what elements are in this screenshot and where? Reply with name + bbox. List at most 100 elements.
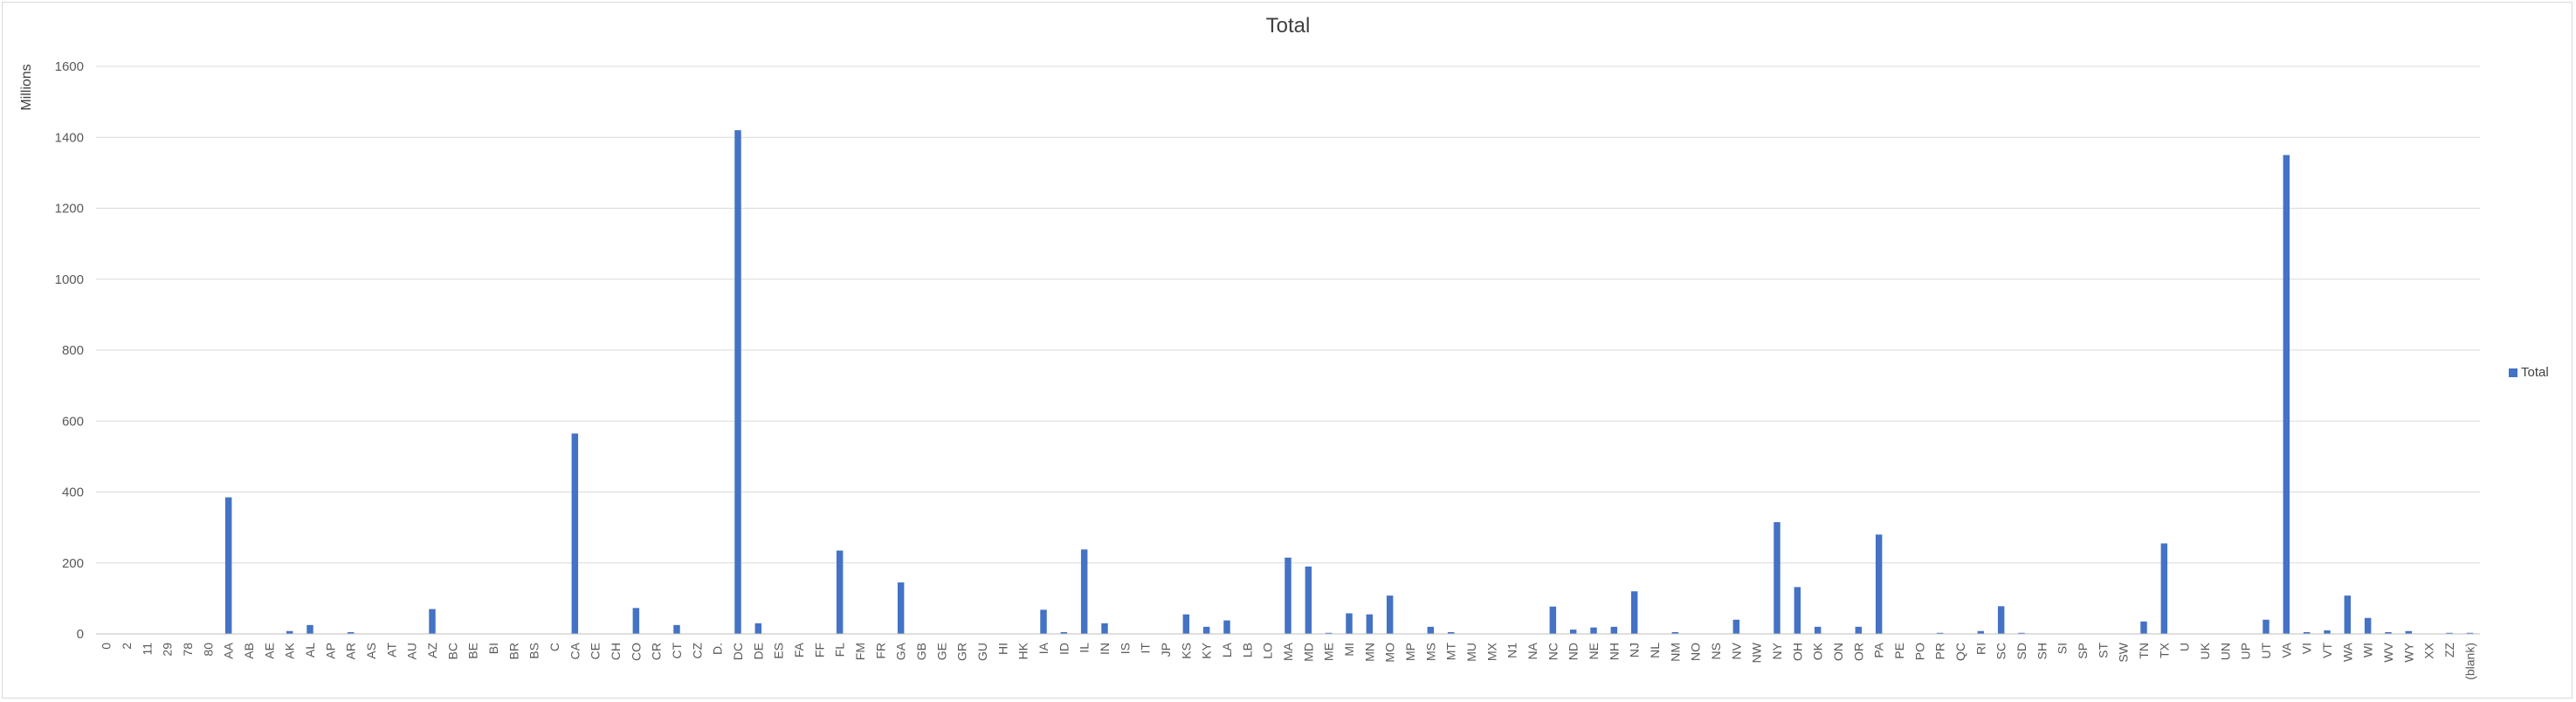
x-tick-label: UK [2198,642,2212,659]
x-tick-label: NW [1750,642,1764,663]
x-tick-label: ES [772,643,786,659]
x-tick-label: WA [2340,642,2354,662]
y-tick-label: 600 [62,414,84,429]
bar [1060,631,1068,634]
x-tick-label: IS [1118,643,1132,654]
x-tick-label: GA [894,642,908,660]
x-tick-label: WV [2381,642,2395,662]
x-tick-label: NH [1607,643,1621,660]
bar [1285,557,1291,634]
x-tick-label: OH [1790,643,1804,661]
x-tick-label: SW [2117,642,2131,662]
y-tick-label: 400 [62,485,84,500]
x-tick-label: ME [1322,643,1336,661]
bar [429,609,436,634]
x-tick-label: ST [2096,643,2110,658]
x-tick-label: KY [1200,642,1214,658]
bar [347,631,355,634]
bar [897,582,905,634]
x-tick-label: U [2178,643,2192,651]
bar [1814,626,1822,634]
x-tick-label: MA [1281,642,1295,661]
bar [1101,623,1108,634]
x-tick-label: PR [1933,643,1947,659]
bar [1671,631,1679,634]
x-axis-ticks: 0 2 11 29 78 80 AA AB AE AK AL AP AR AS AT AU AZ BC BE BI BR… [100,642,2477,680]
bar [2160,543,2168,634]
x-tick-label: BE [466,643,480,659]
bar [1080,549,1088,634]
x-tick-label: WY [2401,642,2415,662]
bar [632,608,640,634]
x-tick-label: N1 [1505,643,1519,658]
x-tick-label: MD [1301,643,1315,662]
y-tick-label: 1000 [55,272,84,287]
x-tick-label: FM [853,643,867,660]
bar [836,550,844,634]
x-tick-label: NO [1689,643,1703,661]
x-tick-label: AA [222,642,236,658]
bar [307,624,313,634]
x-tick-label: UN [2218,643,2232,660]
x-tick-label: UT [2259,643,2273,659]
x-tick-label: QC [1953,643,1967,661]
x-tick-label: DE [751,643,765,659]
x-tick-label: BC [445,643,459,659]
bar [1427,626,1435,634]
bar [2385,631,2392,634]
x-tick-label: 80 [201,643,215,657]
x-tick-label: SH [2035,643,2049,659]
x-tick-label: MO [1383,643,1397,663]
x-tick-label: SD [2015,643,2028,659]
x-tick-label: GR [955,643,969,661]
gridlines [96,65,2480,564]
y-tick-label: 800 [62,343,84,358]
legend-label: Total [2521,365,2549,380]
x-tick-label: ID [1057,643,1071,655]
x-tick-label: CZ [690,643,704,659]
bar [2446,632,2453,634]
bar [1855,626,1863,634]
bar [1732,619,1740,634]
bar [1590,627,1597,634]
bar [1202,626,1210,634]
x-tick-label: MN [1362,643,1376,662]
bar [2344,595,2352,634]
y-tick-label: 1400 [55,130,84,145]
x-tick-label: LO [1261,643,1275,659]
x-tick-label: JP [1159,643,1173,657]
x-tick-label: BR [506,643,520,659]
x-tick-label: OK [1811,642,1825,660]
x-tick-label: AP [323,643,337,659]
bar [673,624,680,634]
x-tick-label: NE [1587,643,1601,659]
x-tick-label: MP [1403,643,1417,661]
x-tick-label: CA [568,642,582,659]
x-tick-label: CH [609,643,623,660]
bar [2466,632,2474,634]
x-tick-label: LB [1240,643,1254,657]
x-tick-label: RI [1973,643,1987,655]
x-tick-label: AL [303,643,317,657]
x-tick-label: ND [1567,643,1581,660]
bar [1305,566,1312,634]
x-tick-label: NY [1770,642,1784,659]
bar [2324,630,2331,634]
x-tick-label: NJ [1628,643,1642,657]
bar [2364,617,2372,634]
x-tick-label: AE [262,643,276,659]
x-tick-label: 0 [100,643,114,650]
x-tick-label: 2 [120,643,134,650]
x-tick-label: FR [873,643,887,659]
x-tick-label: CT [670,643,684,659]
bar [1346,613,1353,634]
bar [1774,522,1780,634]
bar [754,623,762,634]
x-tick-label: OR [1851,643,1865,661]
bar [571,433,579,634]
x-tick-label: HI [995,643,1009,655]
x-tick-label: AS [364,643,378,659]
x-tick-label: MU [1464,643,1478,662]
x-tick-label: TX [2157,642,2171,658]
